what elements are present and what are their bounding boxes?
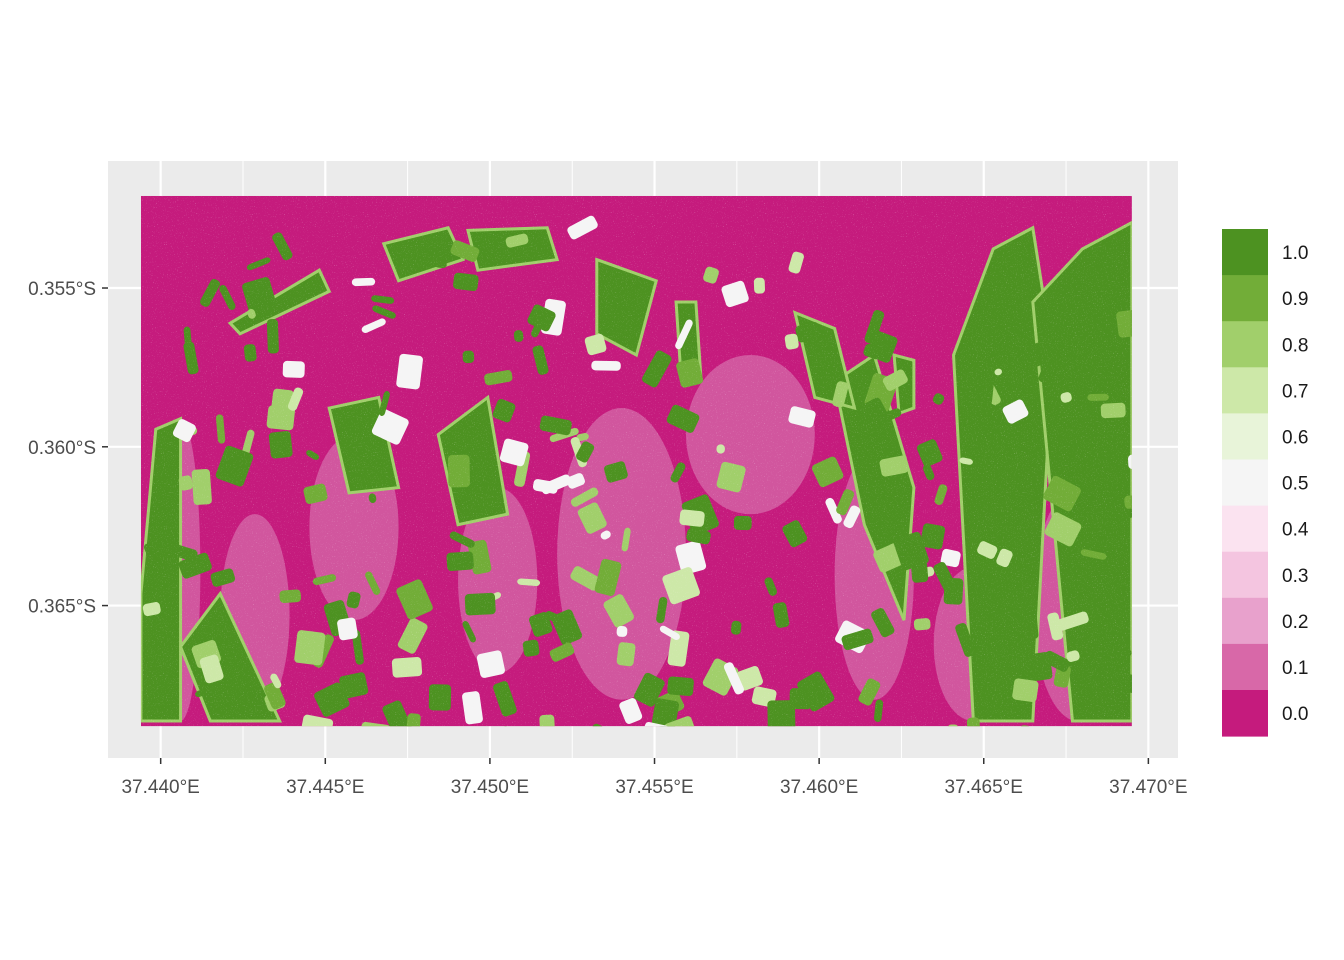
legend-label-1: 0.9: [1282, 289, 1308, 310]
x-tick-label-2: 37.450°E: [451, 777, 529, 798]
speckle-overlay: [140, 195, 1132, 727]
legend-swatch-9: [1222, 643, 1268, 691]
y-tick-label-2: 0.365°S: [28, 597, 96, 618]
x-tick-label-5: 37.465°E: [945, 777, 1023, 798]
x-tick-label-1: 37.445°E: [286, 777, 364, 798]
legend-swatch-1: [1222, 275, 1268, 322]
legend-label-4: 0.6: [1282, 427, 1308, 448]
legend-label-8: 0.2: [1282, 612, 1308, 633]
legend-label-3: 0.7: [1282, 381, 1308, 402]
legend-swatch-4: [1222, 413, 1268, 460]
legend-swatch-5: [1222, 459, 1268, 507]
legend-swatch-2: [1222, 321, 1268, 368]
legend-label-9: 0.1: [1282, 658, 1308, 679]
legend-label-2: 0.8: [1282, 335, 1308, 356]
raster-layer: [140, 195, 1132, 727]
x-tick-label-4: 37.460°E: [780, 777, 858, 798]
legend-label-7: 0.3: [1282, 566, 1308, 587]
x-tick-label-3: 37.455°E: [615, 777, 693, 798]
legend-label-5: 0.5: [1282, 474, 1308, 495]
legend-swatch-8: [1222, 597, 1268, 645]
y-tick-label-0: 0.355°S: [28, 279, 96, 300]
x-tick-label-6: 37.470°E: [1109, 777, 1187, 798]
legend-swatch-10: [1222, 690, 1268, 737]
legend-label-6: 0.4: [1282, 520, 1309, 541]
legend-swatch-3: [1222, 367, 1268, 414]
legend-label-0: 1.0: [1282, 243, 1308, 264]
y-tick-label-1: 0.360°S: [28, 438, 96, 459]
legend-label-10: 0.0: [1282, 704, 1308, 725]
x-axis: 37.440°E 37.445°E 37.450°E 37.455°E 37.460°E…: [121, 758, 1188, 798]
legend-swatch-6: [1222, 505, 1268, 553]
legend: 1.0 0.9 0.8 0.7 0.6 0.5 0.4 0.3 0.2 0.1 0.0: [1222, 229, 1309, 737]
y-axis: 0.355°S 0.360°S 0.365°S: [28, 279, 108, 618]
x-tick-label-0: 37.440°E: [121, 777, 199, 798]
legend-swatch-0: [1222, 229, 1268, 276]
legend-swatch-7: [1222, 551, 1268, 599]
